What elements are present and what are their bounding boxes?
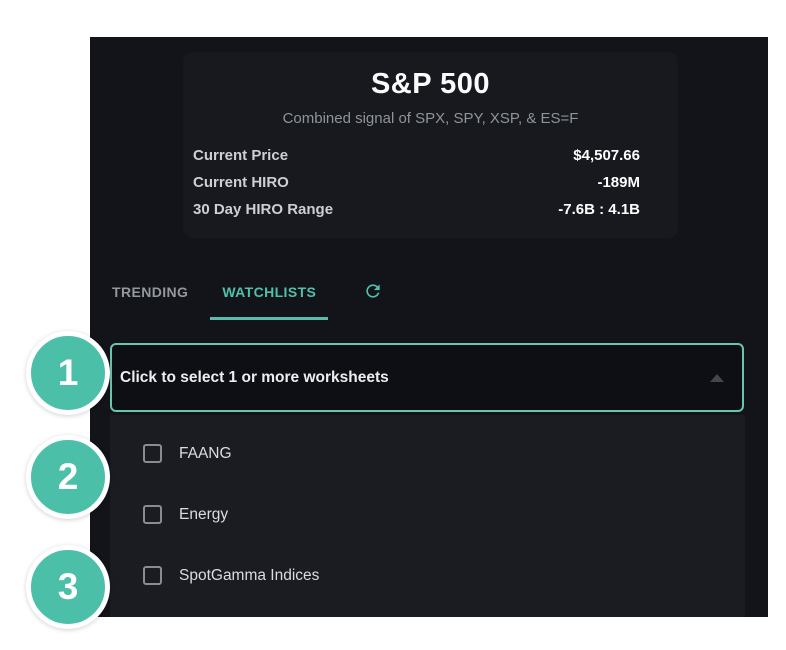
checkbox-unchecked[interactable] — [143, 444, 162, 463]
checkbox-unchecked[interactable] — [143, 505, 162, 524]
callout-badge-3: 3 — [26, 545, 110, 629]
stat-label: Current Price — [193, 147, 289, 164]
stat-row-current-hiro: Current HIRO -189M — [193, 169, 640, 196]
stat-label: Current HIRO — [193, 174, 289, 191]
tab-trending[interactable]: TRENDING — [112, 284, 189, 300]
worksheet-option-energy[interactable]: Energy — [110, 484, 745, 545]
worksheet-option-label: Energy — [179, 505, 229, 523]
symbol-title: S&P 500 — [370, 68, 491, 100]
worksheet-option-label: FAANG — [179, 444, 232, 462]
stat-row-current-price: Current Price $4,507.66 — [193, 142, 640, 169]
stat-value: $4,507.66 — [573, 147, 640, 164]
worksheet-option-faang[interactable]: FAANG — [110, 423, 745, 484]
stat-value: -7.6B : 4.1B — [558, 201, 640, 218]
callout-badge-1: 1 — [26, 331, 110, 415]
hiro-widget-panel: S&P 500 Combined signal of SPX, SPY, XSP… — [90, 37, 768, 617]
refresh-icon — [366, 284, 380, 298]
refresh-button[interactable] — [363, 281, 383, 301]
callout-number: 3 — [57, 566, 79, 607]
worksheet-options-list: FAANG Energy SpotGamma Indices — [110, 415, 745, 617]
callout-number: 2 — [57, 456, 79, 497]
worksheet-select[interactable]: Click to select 1 or more worksheets — [110, 343, 744, 412]
checkbox-unchecked[interactable] — [143, 566, 162, 585]
tab-bar: TRENDING WATCHLISTS — [112, 284, 383, 320]
worksheet-option-spotgamma-indices[interactable]: SpotGamma Indices — [110, 545, 745, 606]
symbol-stats: Current Price $4,507.66 Current HIRO -18… — [183, 142, 678, 223]
callout-number: 1 — [57, 352, 79, 393]
worksheet-option-label: SpotGamma Indices — [179, 566, 320, 584]
symbol-summary-card: S&P 500 Combined signal of SPX, SPY, XSP… — [183, 52, 678, 238]
worksheet-select-placeholder: Click to select 1 or more worksheets — [120, 368, 389, 386]
stat-value: -189M — [597, 174, 640, 191]
tab-watchlists[interactable]: WATCHLISTS — [210, 284, 329, 320]
stat-row-hiro-range: 30 Day HIRO Range -7.6B : 4.1B — [193, 196, 640, 223]
stat-label: 30 Day HIRO Range — [193, 201, 334, 218]
caret-up-icon — [710, 373, 724, 382]
symbol-subtitle: Combined signal of SPX, SPY, XSP, & ES=F — [282, 110, 579, 127]
callout-badge-2: 2 — [26, 435, 110, 519]
